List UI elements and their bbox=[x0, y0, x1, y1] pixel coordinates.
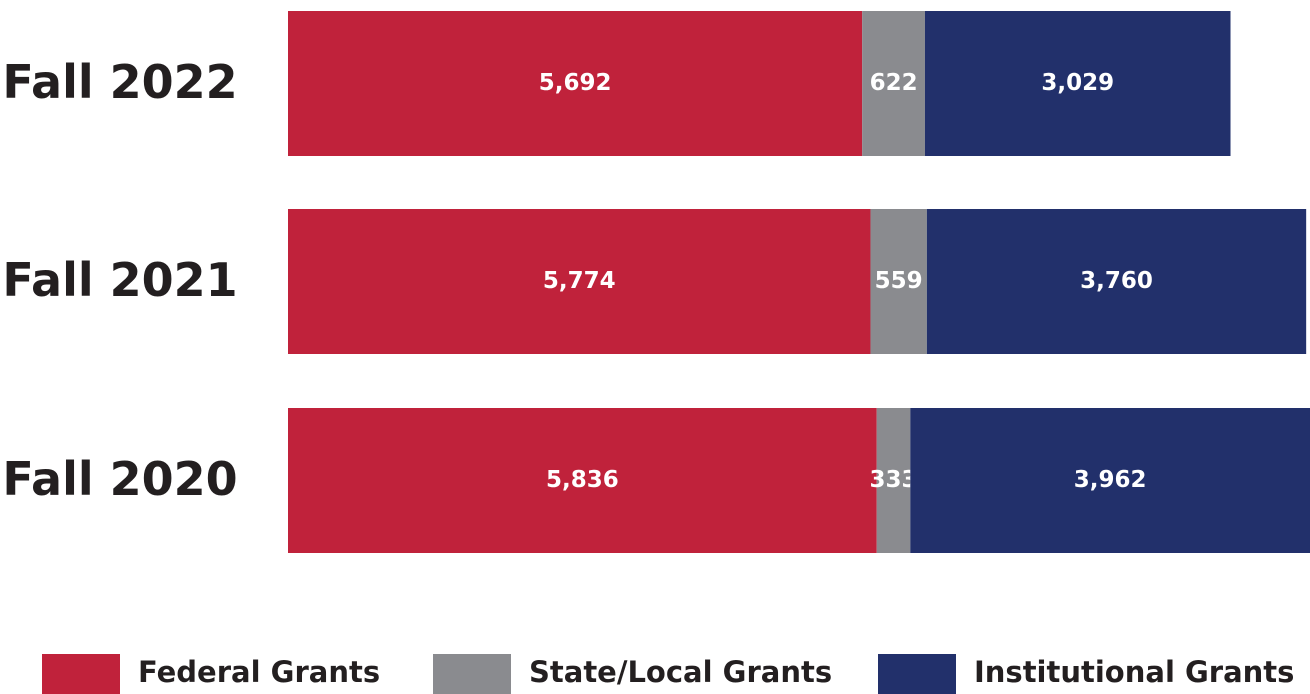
bar-segment bbox=[870, 209, 927, 354]
bar-segment bbox=[876, 408, 911, 553]
category-label: Fall 2020 bbox=[2, 452, 237, 506]
value-label: 5,692 bbox=[539, 70, 612, 96]
value-label: 3,029 bbox=[1041, 70, 1114, 96]
category-label: Fall 2021 bbox=[2, 253, 237, 307]
legend-label: Federal Grants bbox=[138, 655, 380, 689]
value-label: 3,962 bbox=[1074, 467, 1147, 493]
value-label: 5,836 bbox=[546, 467, 619, 493]
bar-segment bbox=[288, 408, 877, 553]
bar-segment bbox=[862, 11, 925, 156]
bar-segment bbox=[288, 209, 871, 354]
bar-segment bbox=[288, 11, 863, 156]
value-label: 559 bbox=[875, 268, 923, 294]
value-label: 622 bbox=[870, 70, 918, 96]
value-label: 5,774 bbox=[543, 268, 616, 294]
value-label: 333 bbox=[870, 467, 918, 493]
legend-swatch bbox=[42, 654, 120, 694]
bar-segment bbox=[926, 209, 1307, 354]
category-label: Fall 2022 bbox=[2, 55, 237, 109]
legend-label: Institutional Grants bbox=[974, 655, 1294, 689]
bar-segment bbox=[910, 408, 1310, 553]
legend-swatch bbox=[433, 654, 511, 694]
legend-label: State/Local Grants bbox=[529, 655, 832, 689]
legend-swatch bbox=[878, 654, 956, 694]
value-label: 3,760 bbox=[1080, 268, 1153, 294]
bar-segment bbox=[924, 11, 1231, 156]
